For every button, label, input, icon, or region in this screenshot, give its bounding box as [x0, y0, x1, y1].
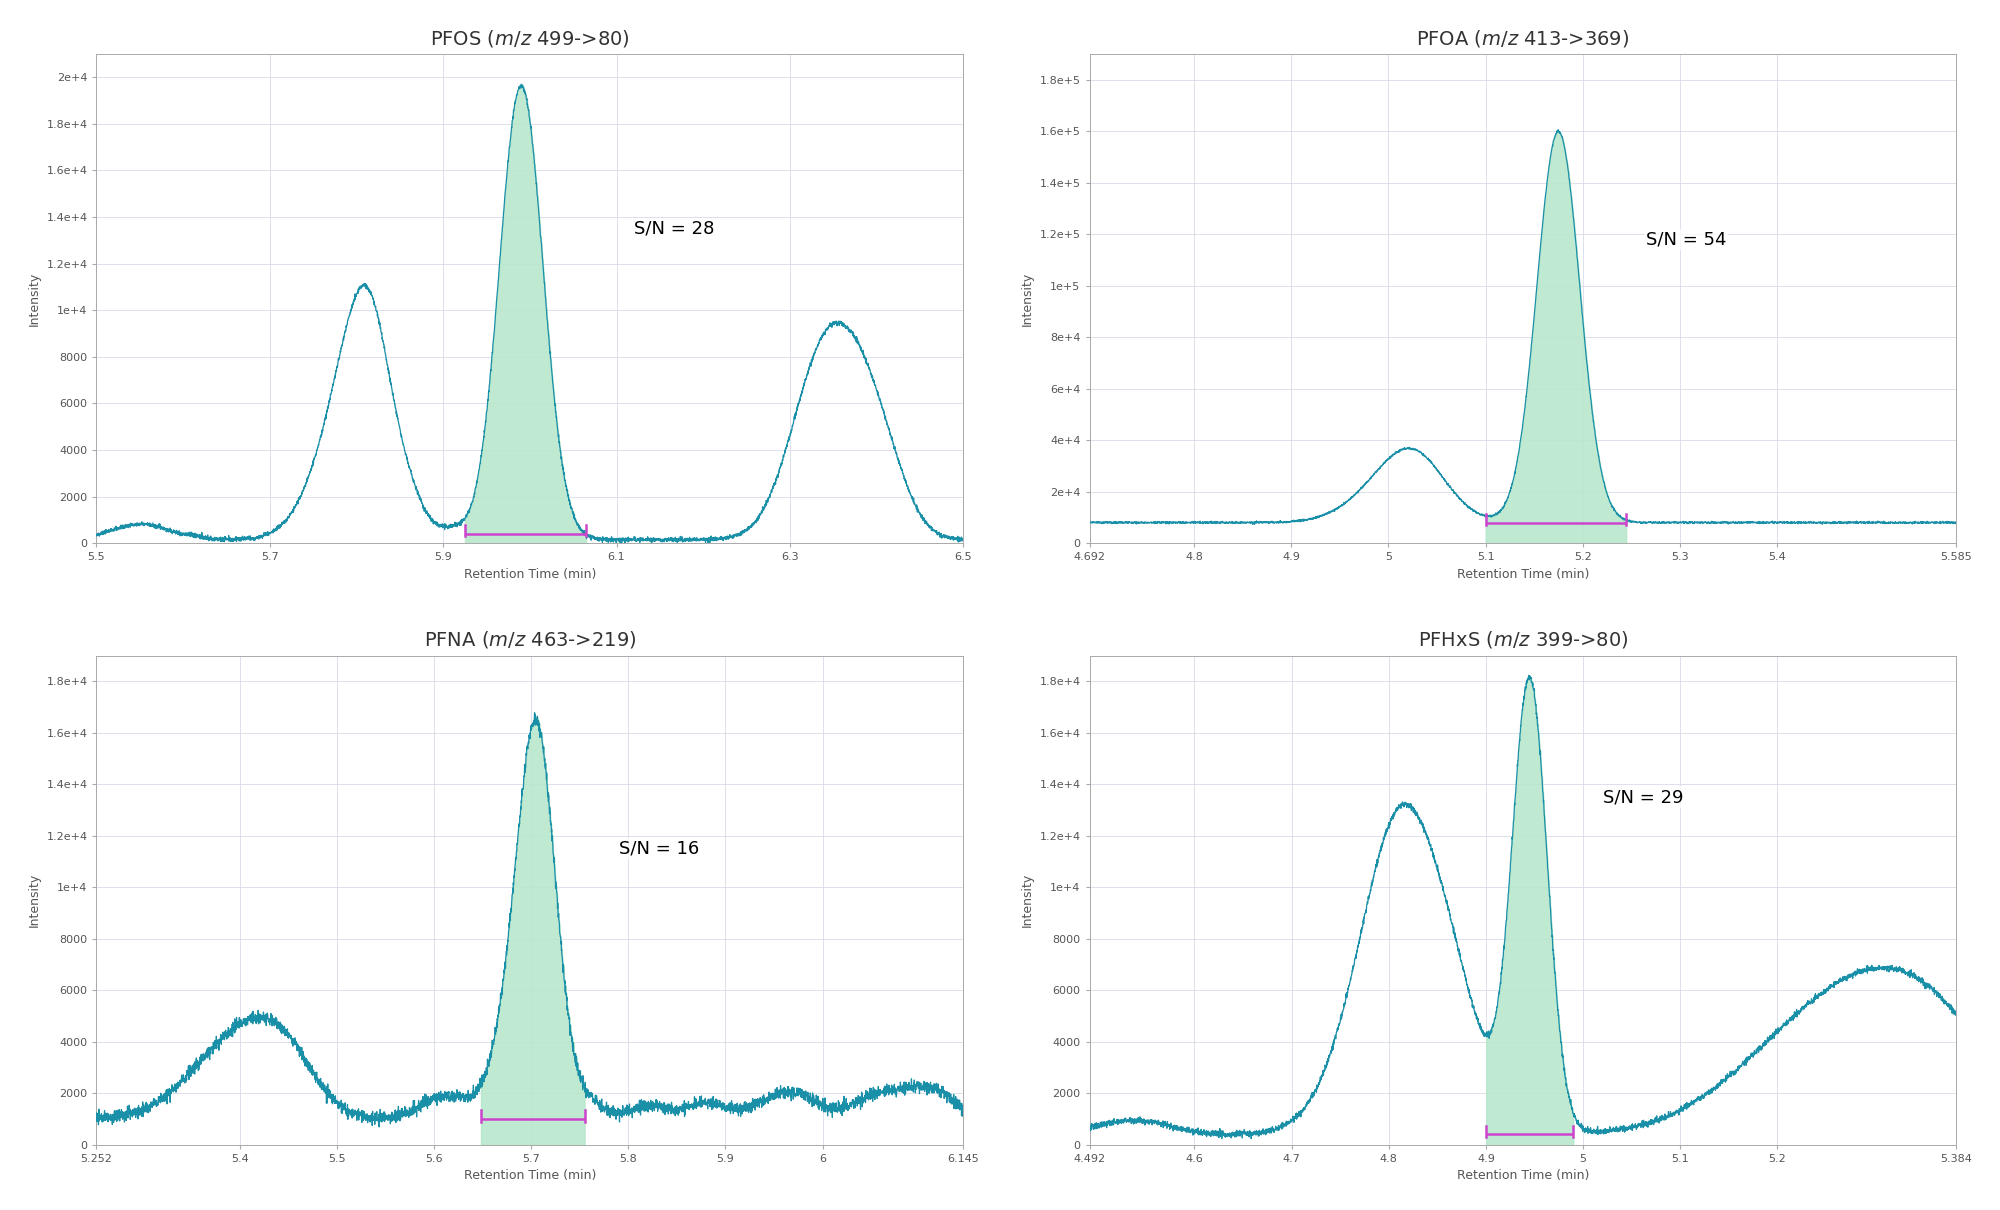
Text: S/N = 29: S/N = 29 [1602, 788, 1684, 806]
Y-axis label: Intensity: Intensity [1020, 872, 1034, 927]
Text: S/N = 28: S/N = 28 [634, 220, 714, 237]
Y-axis label: Intensity: Intensity [1020, 271, 1034, 325]
X-axis label: Retention Time (min): Retention Time (min) [1456, 567, 1590, 581]
Y-axis label: Intensity: Intensity [28, 872, 40, 927]
X-axis label: Retention Time (min): Retention Time (min) [464, 1169, 596, 1182]
Text: S/N = 16: S/N = 16 [618, 840, 698, 858]
X-axis label: Retention Time (min): Retention Time (min) [464, 567, 596, 581]
Title: PFOA ($\mathit{m/z}$ 413->369): PFOA ($\mathit{m/z}$ 413->369) [1416, 28, 1630, 48]
Title: PFHxS ($\mathit{m/z}$ 399->80): PFHxS ($\mathit{m/z}$ 399->80) [1418, 629, 1628, 650]
X-axis label: Retention Time (min): Retention Time (min) [1456, 1169, 1590, 1182]
Title: PFOS ($\mathit{m/z}$ 499->80): PFOS ($\mathit{m/z}$ 499->80) [430, 28, 630, 48]
Text: S/N = 54: S/N = 54 [1646, 230, 1726, 248]
Y-axis label: Intensity: Intensity [28, 271, 40, 325]
Title: PFNA ($\mathit{m/z}$ 463->219): PFNA ($\mathit{m/z}$ 463->219) [424, 629, 636, 650]
